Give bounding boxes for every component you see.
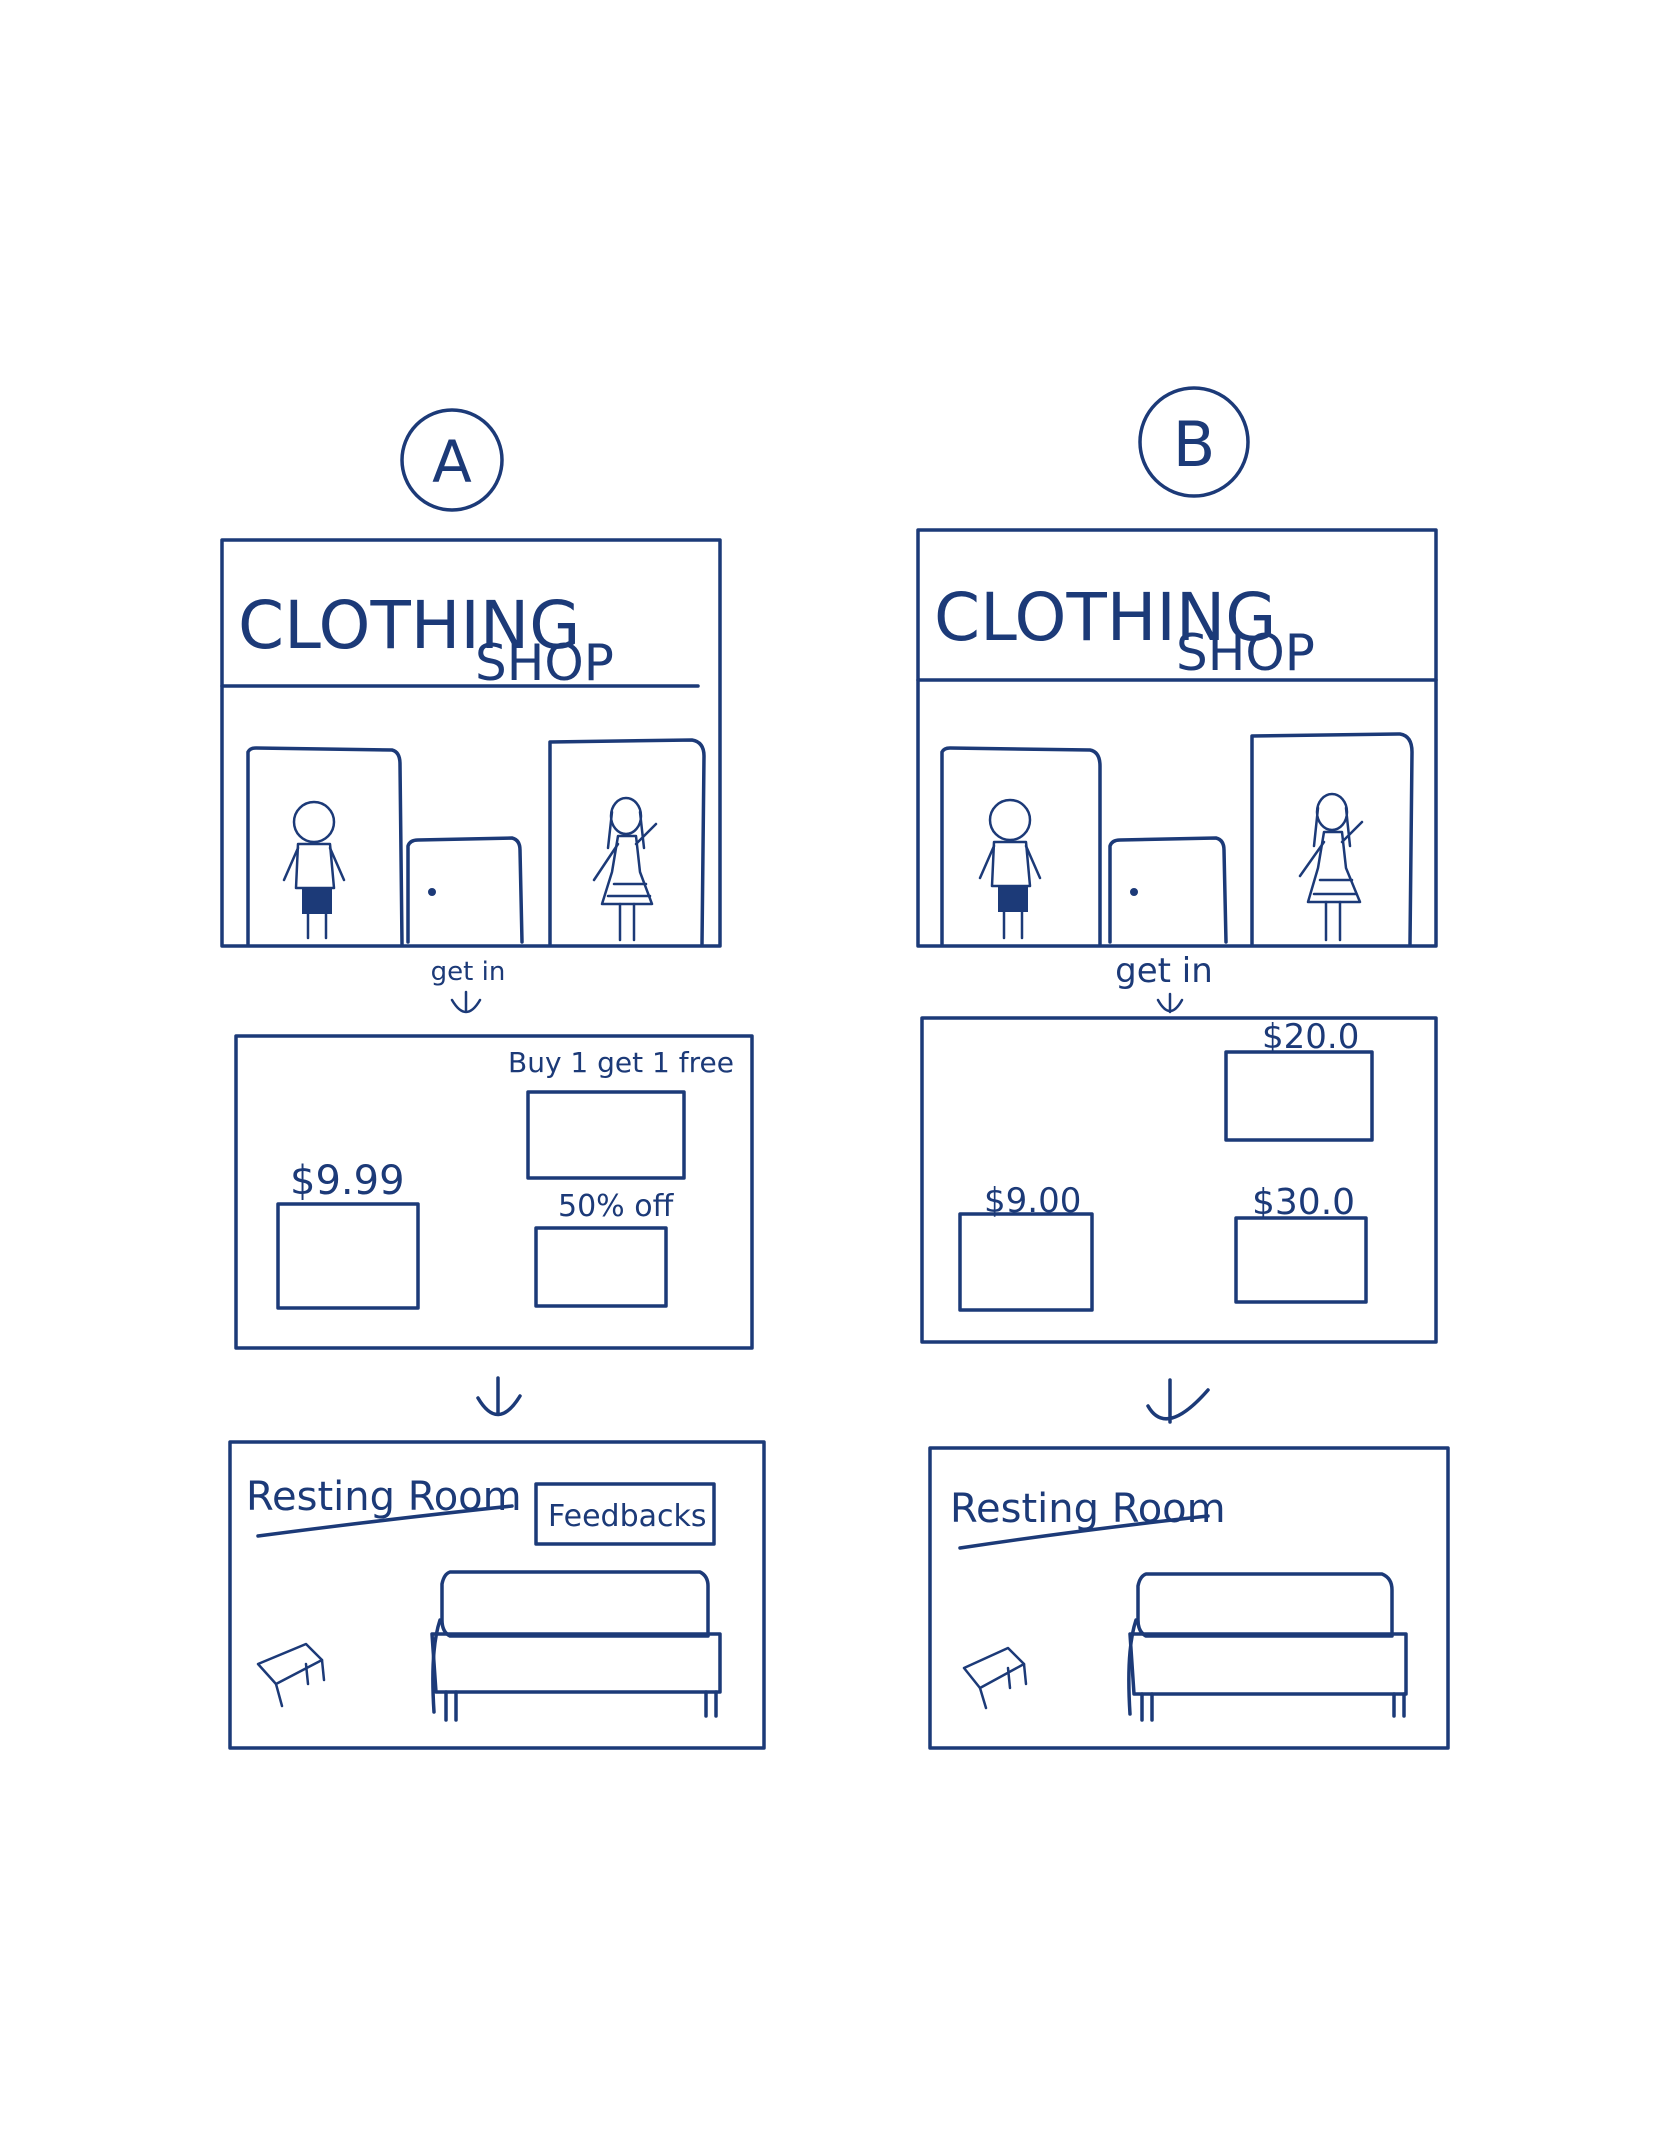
shop-sign-line2-a: SHOP (475, 634, 614, 692)
label-b-text: B (1173, 408, 1216, 481)
room-title-b: Resting Room (950, 1486, 1226, 1532)
label-a-text: A (432, 428, 472, 496)
feedback-box-a: Feedbacks (534, 1482, 716, 1546)
shop-sign-line1-a: CLOTHING (238, 587, 580, 664)
resting-room-panel-a: Resting Room Feedbacks (228, 1440, 766, 1750)
product-display-2-a: Buy 1 get 1 free (508, 1046, 734, 1180)
shop-sign-line1-b: CLOTHING (934, 579, 1276, 656)
sofa-b (1127, 1572, 1408, 1722)
price-tag-1-b: $20.0 (1262, 1017, 1359, 1057)
get-in-label-a: get in (431, 957, 506, 987)
label-a-badge: A (400, 408, 504, 512)
price-tag-2-b: $9.00 (984, 1181, 1081, 1221)
product-display-2-b: $9.00 (958, 1181, 1094, 1312)
resting-room-panel-b: Resting Room (928, 1446, 1450, 1750)
boy-figure-a (282, 800, 346, 940)
arrow-down-b (1146, 1378, 1210, 1424)
shop-sign-line2-b: SHOP (1176, 624, 1315, 682)
shop-front-panel-b: CLOTHING SHOP (916, 528, 1438, 948)
storyboard-b: B CLOTHING SHOP (916, 386, 1450, 1750)
price-tag-2-a: Buy 1 get 1 free (508, 1046, 734, 1079)
storyboard-a: A CLOTHING SHOP (220, 408, 766, 1750)
label-b-badge: B (1138, 386, 1250, 498)
get-in-label-b: get in (1115, 951, 1213, 991)
sales-floor-panel-a: $9.99 Buy 1 get 1 free 50% off (234, 1034, 754, 1350)
closed-door-b (1108, 836, 1228, 944)
product-display-3-a: 50% off (534, 1189, 675, 1308)
product-display-1-a: $9.99 (276, 1158, 420, 1310)
shop-front-panel-a: CLOTHING SHOP (220, 538, 722, 948)
transition-get-in-b: get in (1115, 951, 1213, 1014)
arrow-down-a (476, 1376, 522, 1417)
price-tag-1-a: $9.99 (290, 1158, 405, 1204)
feedback-label-a: Feedbacks (548, 1499, 707, 1534)
small-table-a (256, 1642, 326, 1708)
small-table-b (962, 1646, 1028, 1710)
transition-get-in-a: get in (431, 957, 506, 1014)
girl-figure-a (592, 796, 658, 942)
closed-door-a (406, 836, 524, 944)
room-title-a: Resting Room (246, 1474, 522, 1520)
girl-figure-b (1298, 792, 1364, 942)
product-display-3-b: $30.0 (1234, 1182, 1368, 1304)
product-display-1-b: $20.0 (1224, 1017, 1374, 1142)
price-tag-3-b: $30.0 (1252, 1182, 1355, 1223)
sales-floor-panel-b: $20.0 $9.00 $30.0 (920, 1016, 1438, 1344)
boy-figure-b (978, 798, 1042, 940)
sofa-a (430, 1570, 722, 1722)
price-tag-3-a: 50% off (558, 1189, 675, 1224)
